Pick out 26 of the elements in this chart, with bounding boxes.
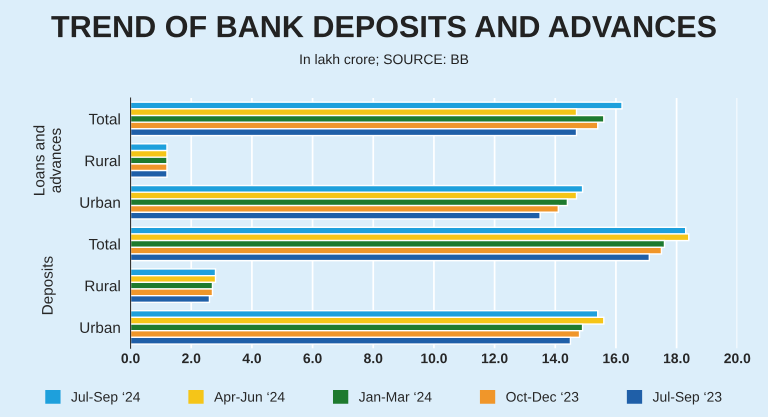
x-tick-label: 10.0 bbox=[421, 353, 447, 364]
legend-label: Jul-Sep ‘24 bbox=[71, 392, 140, 404]
y-tick-label: Total bbox=[88, 113, 120, 125]
legend-label: Jan-Mar ‘24 bbox=[358, 392, 432, 402]
text: Loans and advances bbox=[33, 126, 61, 195]
x-tick-label: 16.0 bbox=[603, 353, 629, 364]
y-tick-label: Urban bbox=[80, 196, 120, 208]
chart-title: TREND OF BANK DEPOSITS AND ADVANCES bbox=[51, 16, 716, 38]
legend-label: Apr-Jun ‘24 bbox=[214, 392, 285, 404]
y-tick-label: Rural bbox=[86, 280, 120, 292]
x-tick-label: 14.0 bbox=[542, 353, 568, 364]
legend-label: Oct-Dec ‘23 bbox=[506, 392, 578, 402]
x-tick-label: 18.0 bbox=[664, 353, 690, 364]
y-tick-label: Urban bbox=[80, 322, 120, 334]
text: Deposits bbox=[42, 256, 56, 314]
legend-label: Jul-Sep ‘23 bbox=[652, 392, 722, 404]
x-tick-label: 6.0 bbox=[303, 353, 322, 364]
x-tick-label: 8.0 bbox=[364, 353, 382, 364]
x-tick-label: 0.0 bbox=[121, 353, 140, 364]
y-tick-label: Total bbox=[88, 238, 120, 250]
x-tick-label: 4.0 bbox=[242, 353, 261, 364]
x-tick-label: 20.0 bbox=[724, 353, 750, 364]
y-tick-label: Rural bbox=[86, 155, 120, 166]
x-tick-label: 2.0 bbox=[182, 353, 200, 364]
x-tick-label: 12.0 bbox=[482, 353, 508, 364]
chart-subtitle: In lakh crore; SOURCE: BB bbox=[300, 54, 468, 66]
